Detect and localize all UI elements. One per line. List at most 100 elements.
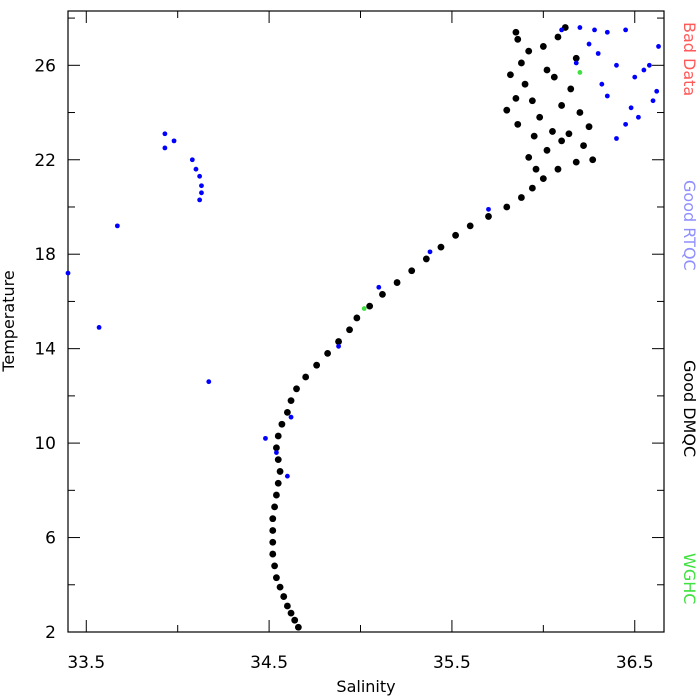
data-point — [650, 98, 656, 104]
data-point — [274, 450, 279, 455]
data-point — [193, 166, 199, 172]
y-tick-label: 14 — [34, 340, 56, 360]
data-point — [580, 142, 587, 149]
data-point — [525, 47, 533, 55]
y-tick-label: 22 — [34, 151, 56, 171]
data-point — [466, 222, 474, 230]
data-point — [288, 414, 294, 420]
data-point — [273, 574, 280, 582]
data-point — [486, 206, 491, 212]
data-point — [366, 302, 374, 310]
axis-ticks — [68, 11, 664, 633]
data-point — [632, 74, 638, 80]
data-point — [549, 128, 556, 135]
data-point — [271, 503, 278, 511]
data-point — [512, 94, 520, 102]
data-point — [336, 343, 341, 349]
data-point — [353, 314, 361, 322]
data-point — [592, 27, 597, 33]
data-point — [284, 473, 290, 479]
legend: Bad Data Good RTQC Good DMQC WGHC — [680, 22, 699, 604]
data-point — [558, 137, 566, 145]
data-point — [536, 113, 544, 121]
data-point — [554, 33, 562, 41]
legend-entry: Good RTQC — [680, 180, 699, 271]
data-point — [199, 183, 204, 189]
series-good-rtqc — [65, 25, 661, 479]
data-point — [503, 106, 511, 114]
data-point — [278, 420, 286, 428]
y-tick-label: 26 — [34, 56, 56, 76]
data-point — [283, 409, 291, 416]
data-point — [452, 231, 459, 239]
data-point — [558, 102, 566, 109]
data-point — [614, 136, 619, 141]
data-point — [604, 29, 610, 35]
data-point — [274, 432, 282, 440]
y-tick-label: 6 — [45, 529, 56, 549]
series-good-dmqc — [269, 24, 597, 631]
data-point — [512, 28, 520, 36]
data-point — [586, 41, 592, 47]
data-point — [269, 550, 277, 558]
data-point — [528, 97, 536, 105]
data-point — [273, 444, 280, 452]
data-point — [273, 491, 280, 499]
data-point — [532, 165, 540, 173]
data-point — [302, 373, 310, 381]
data-point — [521, 80, 529, 88]
data-point — [559, 27, 565, 33]
data-point — [543, 66, 551, 74]
data-point — [539, 43, 547, 50]
data-point — [294, 623, 302, 631]
data-point — [543, 146, 551, 154]
data-point — [628, 105, 634, 111]
data-point — [437, 243, 445, 251]
data-point — [641, 67, 647, 73]
data-point — [269, 538, 277, 546]
data-point — [654, 88, 660, 94]
data-point — [263, 435, 268, 441]
data-point — [589, 156, 597, 164]
data-point — [623, 121, 629, 127]
legend-entry: WGHC — [680, 553, 699, 604]
data-point — [485, 213, 492, 220]
data-point — [280, 593, 288, 600]
data-point — [528, 184, 536, 192]
legend-entry: Bad Data — [680, 22, 699, 96]
data-point — [422, 255, 430, 263]
data-point — [276, 583, 284, 591]
data-point — [577, 69, 583, 75]
data-point — [573, 60, 579, 66]
x-tick-label: 34.5 — [250, 653, 288, 673]
data-point — [517, 59, 525, 67]
data-point — [408, 267, 416, 275]
data-points — [65, 24, 661, 631]
y-tick-label: 10 — [34, 434, 56, 454]
legend-entry: Good DMQC — [680, 360, 699, 457]
data-point — [595, 51, 601, 56]
series-wghc — [361, 69, 583, 311]
data-point — [525, 153, 533, 161]
data-point — [346, 326, 353, 334]
data-point — [550, 73, 558, 81]
data-point — [514, 35, 522, 43]
data-point — [565, 130, 573, 138]
data-point — [614, 62, 619, 68]
data-point — [577, 25, 583, 30]
data-point — [287, 397, 295, 405]
data-point — [517, 194, 525, 201]
data-point — [585, 123, 593, 131]
data-point — [287, 609, 295, 617]
data-point — [197, 197, 203, 203]
data-point — [276, 468, 284, 475]
data-point — [96, 325, 102, 330]
data-point — [324, 349, 332, 357]
x-tick-label: 35.5 — [433, 653, 471, 673]
data-point — [554, 165, 562, 173]
data-point — [572, 158, 580, 166]
data-point — [271, 562, 278, 570]
data-point — [599, 81, 605, 87]
data-point — [114, 223, 120, 229]
